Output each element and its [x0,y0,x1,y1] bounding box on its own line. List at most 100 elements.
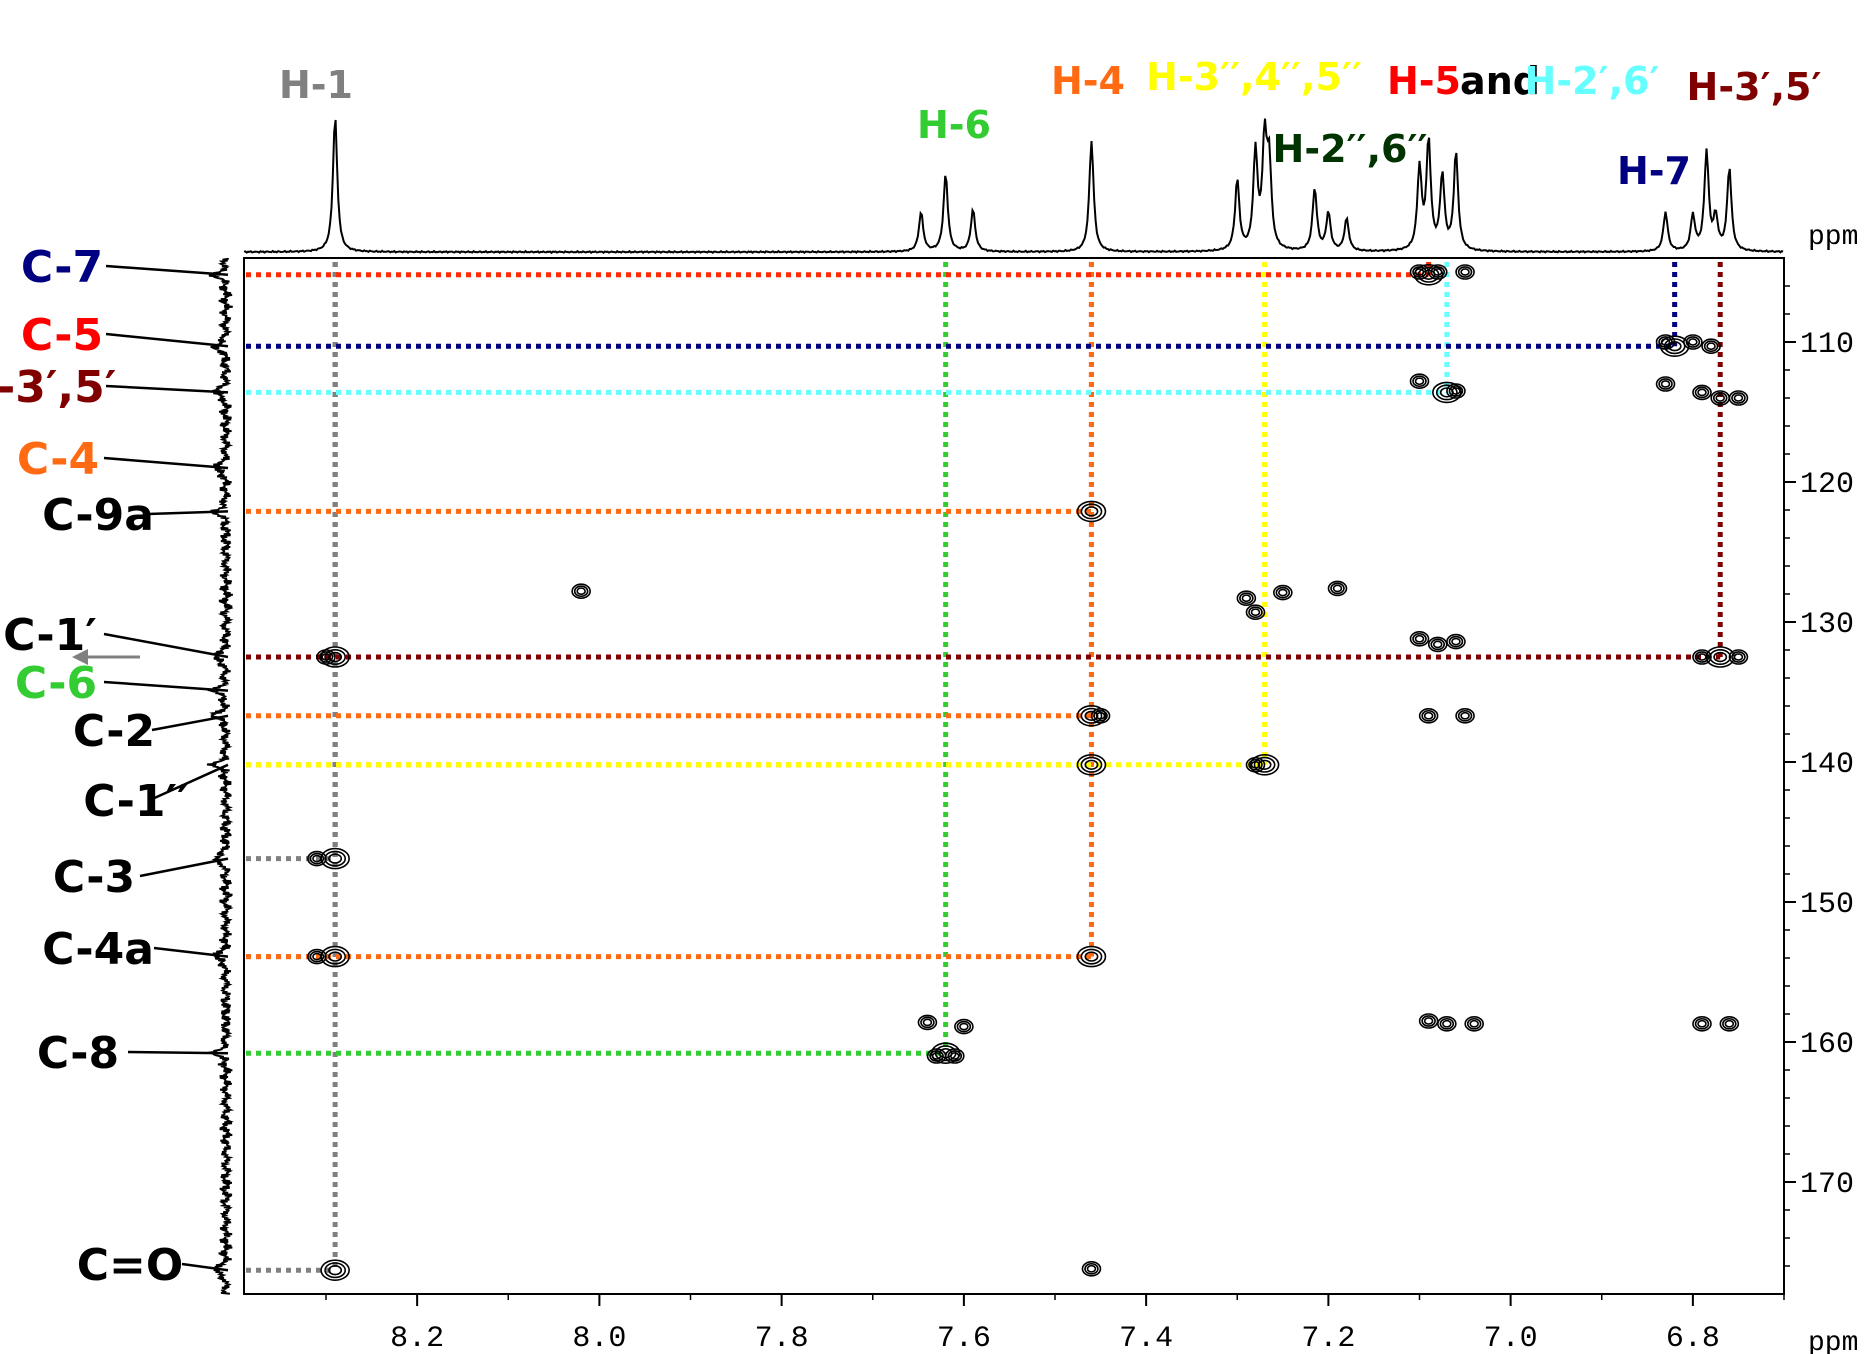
x-tick-label: 6.8 [1666,1322,1720,1354]
contour-ring [931,1052,942,1060]
contour-ring [1421,709,1436,722]
contour-ring [1273,584,1293,601]
cross-peak [954,1018,974,1035]
carbon-label-c-1: C-1′′ [83,776,188,827]
proton-label-h-1: H-1 [279,63,353,107]
contour-ring [1241,594,1252,603]
contour-ring [1724,1019,1735,1028]
contour-ring [1430,638,1446,651]
contour-ring [1080,503,1103,520]
cross-peak [1719,1015,1740,1032]
contour-ring [1460,268,1470,276]
cross-peak [944,1048,965,1064]
contour-ring [1692,1015,1712,1032]
y-tick-label: 120 [1800,468,1854,502]
contour-ring [1250,608,1261,617]
carbon-label-c-o: C=O [77,1240,184,1291]
cross-peak-h-1-c-o [320,1259,350,1281]
contour-ring [929,1050,944,1062]
contour-ring [312,952,322,961]
contour-ring [1694,1017,1710,1030]
cross-peak [1710,390,1731,406]
contour-ring [1733,394,1744,402]
cross-peak [1236,590,1257,607]
cross-peak [307,850,327,867]
x-tick-label: 7.2 [1301,1322,1355,1354]
leader-line-c-1 [103,632,229,659]
contour-ring [312,854,322,863]
proton-label-h-5: H-5 [1387,59,1461,103]
contour-ring [1722,1017,1737,1030]
cross-peak [1455,707,1475,724]
contour-ring [571,583,591,600]
contour-ring [1460,711,1470,720]
cross-peak [571,583,591,600]
contour-ring [1709,648,1732,665]
contour-ring [328,1264,343,1276]
contour-ring [947,1050,963,1062]
contour-ring [1248,606,1263,619]
x-tick-label: 8.2 [390,1322,444,1354]
contour-ring [1275,586,1291,599]
contour-ring [1451,387,1461,395]
contour-ring [328,853,343,864]
contour-ring [1423,1017,1434,1025]
contour-ring [324,1262,347,1279]
carbon-label-c-4: C-4 [17,434,99,485]
carbon-label-c-3-5: C-3′,5′ [0,362,116,413]
contour-ring [1421,1015,1436,1027]
cross-peak [1245,756,1266,773]
contour-ring [1093,709,1108,722]
proton-label-h-6: H-6 [917,103,991,147]
cross-peak [1081,1261,1102,1277]
cross-peak [1273,584,1293,601]
contour-ring [1703,340,1719,353]
contour-ring [1253,756,1276,773]
contour-ring [1432,640,1443,649]
contour-ring [1442,1019,1452,1028]
contour-ring [1692,384,1712,401]
cross-peak [1655,334,1676,350]
contour-ring [1245,756,1266,773]
contour-ring [1409,373,1430,390]
contour-ring [1697,388,1707,397]
cross-peak [1692,384,1712,401]
contour-ring [576,587,586,596]
leader-line-c-9a [147,510,229,516]
contour-ring [1080,756,1103,773]
contour-ring [1332,584,1343,593]
cross-peak [307,948,327,965]
contour-ring [1418,1013,1439,1029]
cross-peak [1327,580,1348,597]
contour-ring [1084,1262,1099,1275]
contour-ring [324,850,347,867]
cross-peak [1409,630,1430,647]
leader-line-c-3 [139,857,229,878]
cross-peak-h-4-c-9a [1076,500,1107,523]
cross-peak [1437,1015,1457,1032]
contour-ring [1076,945,1107,968]
leader-line-c-4 [103,456,229,470]
contour-ring [1278,588,1288,597]
contour-ring [1250,760,1261,769]
contour-ring [1076,753,1107,776]
leader-line-c-2 [151,714,229,732]
contour-ring [573,585,589,598]
proton-label-and: and [1460,59,1540,103]
contour-ring [959,1022,969,1031]
contour-ring [1457,266,1473,278]
contour-ring [1423,711,1434,720]
cross-peak [1418,1013,1439,1029]
contour-ring [1658,378,1673,390]
x-tick-label: 7.0 [1484,1322,1538,1354]
contour-ring [1249,753,1280,776]
carbon-label-c-5: C-5 [21,310,103,361]
cross-peak [1728,390,1749,406]
cross-peak [1409,373,1430,390]
contour-ring [1446,383,1466,399]
contour-ring [1427,264,1448,280]
contour-ring [1432,268,1443,276]
cross-peak [1692,649,1712,665]
carbon-label-c-8: C-8 [37,1028,119,1079]
cross-peak [1701,338,1721,355]
